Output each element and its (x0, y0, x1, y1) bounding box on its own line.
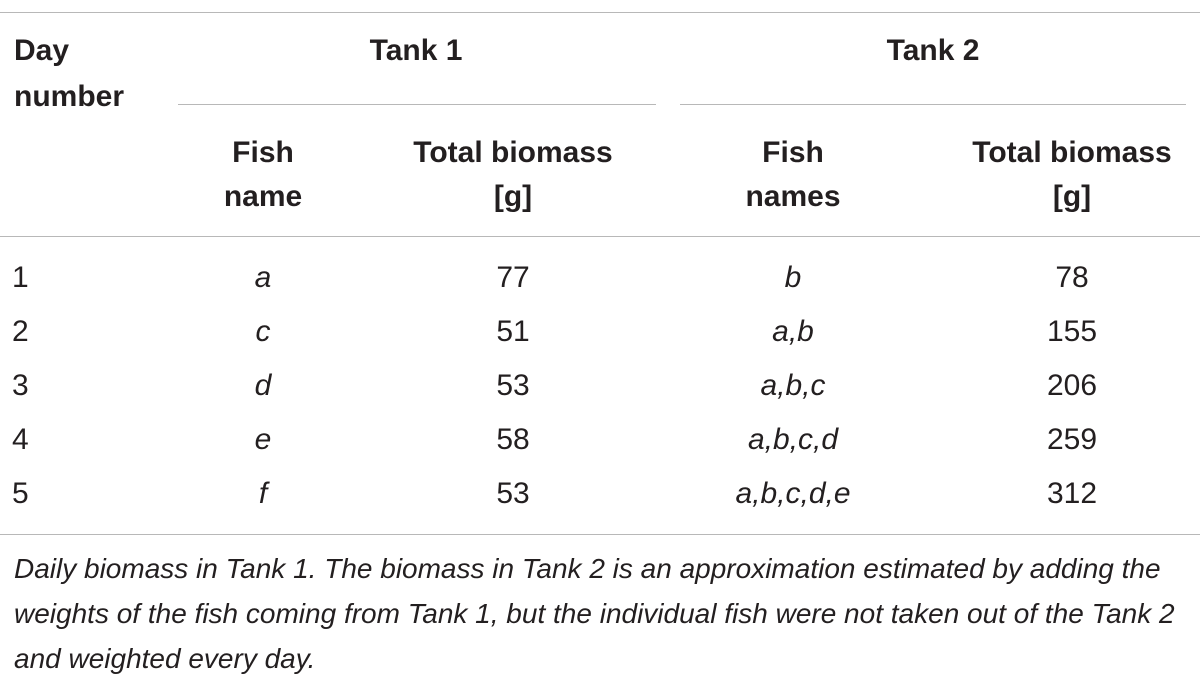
header-t1-biomass-unit: [g] (493, 180, 533, 213)
header-tank1: Tank 1 (369, 34, 463, 67)
cell-t2-biomass: 155 (1046, 315, 1098, 348)
header-day-label: Day (14, 34, 70, 67)
cell-t2-biomass: 259 (1046, 423, 1098, 456)
header-t1-fish-name: Fish (232, 136, 294, 169)
cell-day: 1 (12, 261, 29, 294)
header-t2-biomass-unit: [g] (1052, 180, 1092, 213)
cell-t2-fish: a,b,c,d,e (735, 477, 851, 510)
cell-t2-fish: b (784, 261, 802, 294)
cell-t1-biomass: 53 (496, 369, 530, 402)
tank2-group-rule (680, 104, 1186, 105)
top-rule (0, 12, 1200, 13)
cell-day: 4 (12, 423, 29, 456)
cell-t1-fish: e (254, 423, 272, 456)
cell-t1-fish: f (258, 477, 268, 510)
cell-day: 3 (12, 369, 29, 402)
header-t2-biomass: Total biomass (972, 136, 1172, 169)
header-t2-fish-names-2: names (745, 180, 841, 213)
cell-t1-biomass: 51 (496, 315, 530, 348)
cell-t1-fish: c (255, 315, 271, 348)
header-t1-biomass: Total biomass (413, 136, 613, 169)
header-bottom-rule (0, 236, 1200, 237)
cell-t1-fish: a (254, 261, 272, 294)
body-bottom-rule (0, 534, 1200, 535)
cell-day: 2 (12, 315, 29, 348)
header-t2-fish-names: Fish (762, 136, 824, 169)
table-caption: Daily biomass in Tank 1. The biomass in … (14, 553, 1175, 674)
cell-t2-fish: a,b,c (760, 369, 826, 402)
header-day-label-2: number (14, 80, 125, 113)
cell-t2-biomass: 206 (1046, 369, 1098, 402)
header-tank2: Tank 2 (886, 34, 980, 67)
cell-t2-fish: a,b (772, 315, 814, 348)
cell-t2-biomass: 78 (1055, 261, 1089, 294)
cell-day: 5 (12, 477, 29, 510)
cell-t1-biomass: 77 (496, 261, 530, 294)
cell-t1-biomass: 58 (496, 423, 530, 456)
header-t1-fish-name-2: name (223, 180, 303, 213)
cell-t2-biomass: 312 (1046, 477, 1098, 510)
cell-t1-fish: d (254, 369, 272, 402)
tank1-group-rule (178, 104, 656, 105)
cell-t2-fish: a,b,c,d (747, 423, 839, 456)
cell-t1-biomass: 53 (496, 477, 530, 510)
